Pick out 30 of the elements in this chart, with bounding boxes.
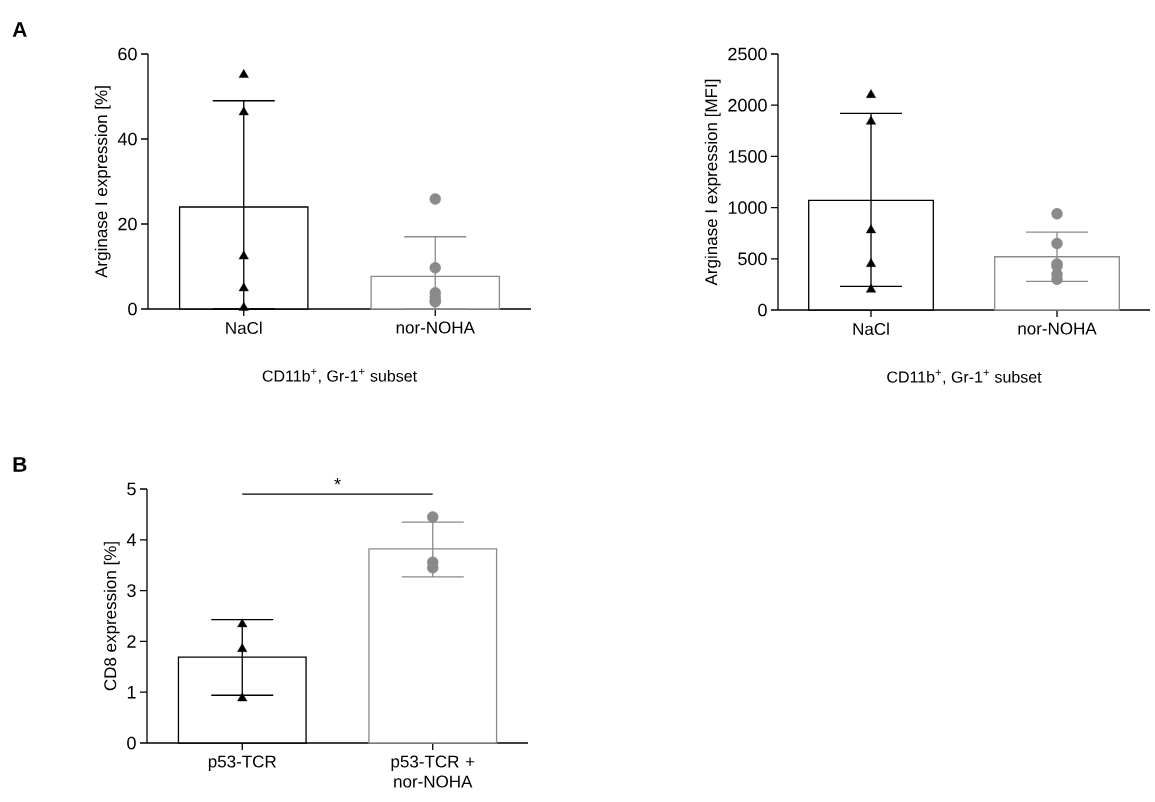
- y-tick-label: 2500: [728, 47, 767, 61]
- y-tick-label: 2: [127, 635, 136, 648]
- y-tick-label: 4: [126, 533, 136, 546]
- y-axis-title: CD8 expression [%]: [103, 542, 120, 691]
- text: *: [334, 478, 341, 485]
- y-tick-label: 60: [118, 47, 137, 61]
- x-tick-label: NaCl: [226, 321, 262, 335]
- y-tick-label: 2000: [728, 98, 767, 112]
- y-tick-label: 20: [118, 217, 137, 231]
- x-axis-title: CD11b$^{+}$, Gr-1$^{+}$ subset: [887, 369, 1042, 385]
- x-axis-title: CD11b$^{+}$, Gr-1$^{+}$ subset: [262, 368, 417, 384]
- x-tick-label: p53-TCR + nor-NOHA: [391, 755, 475, 788]
- y-tick-label: 1: [127, 686, 136, 699]
- y-tick-label: 40: [117, 132, 137, 146]
- y-tick-label: 1000: [728, 201, 767, 214]
- y-tick-label: 0: [758, 303, 767, 317]
- y-tick-label: 500: [738, 252, 767, 266]
- y-tick-label: 3: [127, 584, 136, 597]
- x-tick-label: p53-TCR: [208, 755, 276, 771]
- y-tick-label: 0: [127, 736, 136, 750]
- x-tick-label: NaCl: [853, 322, 889, 336]
- text: B: [13, 457, 27, 472]
- y-tick-label: 0: [128, 302, 137, 316]
- y-tick-label: 1500: [728, 150, 767, 163]
- text: A: [12, 22, 27, 37]
- x-tick-label: nor-NOHA: [1018, 322, 1097, 335]
- y-tick-label: 5: [127, 482, 136, 496]
- y-axis-title: Arginase I expression [MFI]: [704, 79, 721, 286]
- x-tick-label: nor-NOHA: [396, 321, 475, 334]
- y-axis-title: Arginase I expression [%]: [94, 86, 111, 278]
